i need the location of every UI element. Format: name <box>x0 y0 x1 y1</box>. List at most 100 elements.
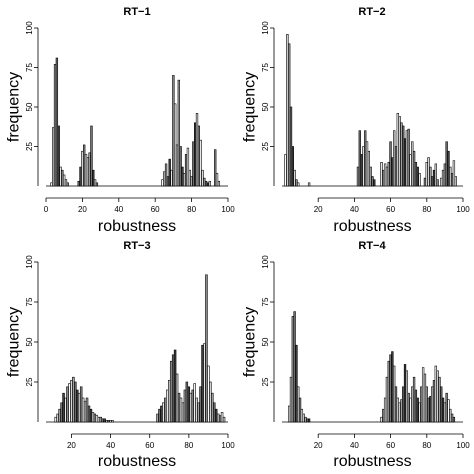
x-tick-label: 80 <box>184 441 193 450</box>
histogram-bar <box>58 408 61 423</box>
histogram-bar <box>161 179 164 187</box>
histogram-bar <box>380 416 383 423</box>
histogram-bar <box>56 413 59 423</box>
histogram-bar <box>389 354 392 423</box>
histogram-bar <box>398 402 401 423</box>
histogram-bar <box>62 174 66 187</box>
histogram-bar <box>416 166 419 187</box>
panel-rt-1: RT−1 25 50 75 100 0 20 40 60 80 100 robustness frequ… <box>6 6 236 235</box>
histogram-bar <box>77 180 80 187</box>
x-tick-label: 40 <box>106 441 115 450</box>
y-axis-label: frequency <box>6 72 23 142</box>
histogram-bar <box>170 169 173 187</box>
y-tick-label: 50 <box>261 337 270 346</box>
histogram-bar <box>50 182 53 187</box>
histogram-bar <box>79 386 83 423</box>
histogram-bar <box>188 169 191 187</box>
histogram-bar <box>177 392 181 423</box>
histogram-bar <box>91 412 95 423</box>
histogram-bar <box>97 416 101 423</box>
histogram-bar <box>87 405 91 423</box>
panel-rt-2: RT−2 25 50 75 100 20 40 60 80 100 robustness freque… <box>242 6 471 235</box>
y-tick-label: 75 <box>25 63 34 72</box>
panel-title: RT−1 <box>123 6 150 18</box>
histogram-bar <box>396 113 399 187</box>
x-tick-label: 60 <box>145 441 154 450</box>
histogram-bar <box>195 113 199 187</box>
histogram-bar <box>66 386 69 423</box>
histogram-bar <box>62 392 65 423</box>
histogram-bar <box>297 182 300 187</box>
histogram-bar <box>211 392 214 423</box>
histogram-bar <box>452 416 456 423</box>
y-tick-label: 100 <box>25 255 34 269</box>
x-tick-label: 40 <box>350 441 359 450</box>
histogram-bar <box>427 157 430 187</box>
histogram-bar <box>418 173 421 187</box>
histogram-bar <box>425 386 428 423</box>
histogram-bar <box>423 177 427 187</box>
histogram-bar <box>297 386 300 423</box>
histogram-bar <box>107 420 110 423</box>
histogram-bar <box>393 130 396 187</box>
histogram-bar <box>387 360 390 423</box>
histogram-bar <box>53 64 57 187</box>
histogram-bar <box>93 179 97 187</box>
histogram-bar <box>209 381 212 423</box>
histogram-bar <box>412 376 416 423</box>
histogram-bar <box>95 415 99 423</box>
panel-title: RT−2 <box>358 6 385 18</box>
histogram-bar <box>407 128 410 187</box>
histogram-bar <box>206 182 210 187</box>
histogram-bar <box>103 418 106 423</box>
histogram-bar <box>172 75 175 187</box>
x-tick-label: 60 <box>386 441 395 450</box>
histogram-bar <box>362 146 365 187</box>
x-axis-label: robustness <box>333 218 411 235</box>
histogram-bar <box>412 150 416 187</box>
x-tick-label: 20 <box>314 205 323 214</box>
histogram-bar <box>405 130 409 187</box>
histogram-bar <box>168 380 171 423</box>
histogram-bar <box>445 392 448 423</box>
histogram-bar <box>158 408 161 423</box>
histogram-bar <box>364 130 367 187</box>
histogram-bar <box>208 180 211 187</box>
histogram-bar <box>429 166 432 187</box>
histogram-bar <box>171 354 175 423</box>
histogram-bar <box>189 392 192 423</box>
histogram-bar <box>360 154 363 187</box>
histogram-bar <box>429 396 432 423</box>
histogram-bar <box>380 162 383 187</box>
histogram-bar <box>400 122 403 187</box>
histogram-bar <box>284 154 287 187</box>
histogram-bar <box>306 418 309 423</box>
histogram-bar <box>68 383 71 423</box>
histogram-bar <box>57 125 60 187</box>
histogram-bar <box>81 150 84 187</box>
histogram-bar <box>109 420 112 423</box>
histogram-bar <box>105 420 108 423</box>
histogram-bar <box>449 166 452 187</box>
x-tick-label: 40 <box>350 205 359 214</box>
histogram-bar <box>431 386 434 423</box>
histogram-bar <box>194 122 197 187</box>
x-tick-label: 20 <box>314 441 323 450</box>
histogram-bar <box>403 138 407 187</box>
histogram-bar <box>74 381 77 423</box>
histogram-bar <box>76 389 79 423</box>
x-tick-label: 100 <box>221 441 235 450</box>
histogram-bar <box>418 402 421 423</box>
histogram-bar <box>450 173 454 187</box>
panel-title: RT−3 <box>123 240 150 252</box>
histogram-bar <box>385 376 389 423</box>
histogram-bar <box>450 413 454 423</box>
histogram-bar <box>181 166 184 187</box>
panel-rt-4: RT−4 25 50 75 100 20 40 60 80 100 robustness freque… <box>242 240 471 470</box>
histogram-bar <box>203 343 206 423</box>
histogram-bar <box>215 173 219 187</box>
histogram-bar <box>195 397 198 423</box>
histogram-bar <box>423 373 427 423</box>
histogram-bar <box>440 177 443 187</box>
y-tick-label: 75 <box>25 297 34 306</box>
